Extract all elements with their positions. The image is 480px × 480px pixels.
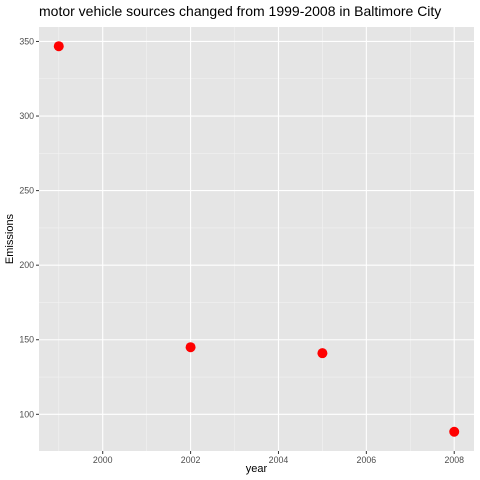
x-axis-title: year — [246, 463, 268, 475]
data-points — [53, 41, 460, 437]
chart-title: motor vehicle sources changed from 1999-… — [39, 3, 441, 19]
y-axis-title: Emissions — [4, 213, 16, 264]
data-point — [185, 342, 196, 353]
data-point — [449, 426, 460, 437]
x-tick-label: 2000 — [93, 455, 113, 465]
y-tick-label: 350 — [19, 36, 34, 46]
x-tick-label: 2002 — [181, 455, 201, 465]
data-point — [317, 348, 328, 359]
x-tick-label: 2004 — [269, 455, 289, 465]
data-point — [53, 41, 64, 52]
y-tick-label: 300 — [19, 111, 34, 121]
y-tick-label: 250 — [19, 186, 34, 196]
plot-panel — [39, 27, 474, 451]
x-tick-label: 2008 — [444, 455, 464, 465]
major-gridlines — [39, 27, 474, 451]
minor-gridlines — [39, 27, 474, 451]
x-axis: 2000 2002 2004 2006 2008 — [93, 451, 464, 465]
y-tick-label: 100 — [19, 409, 34, 419]
y-axis: 100 150 200 250 300 350 — [19, 36, 39, 419]
x-tick-label: 2006 — [357, 455, 377, 465]
y-tick-label: 150 — [19, 335, 34, 345]
y-tick-label: 200 — [19, 260, 34, 270]
